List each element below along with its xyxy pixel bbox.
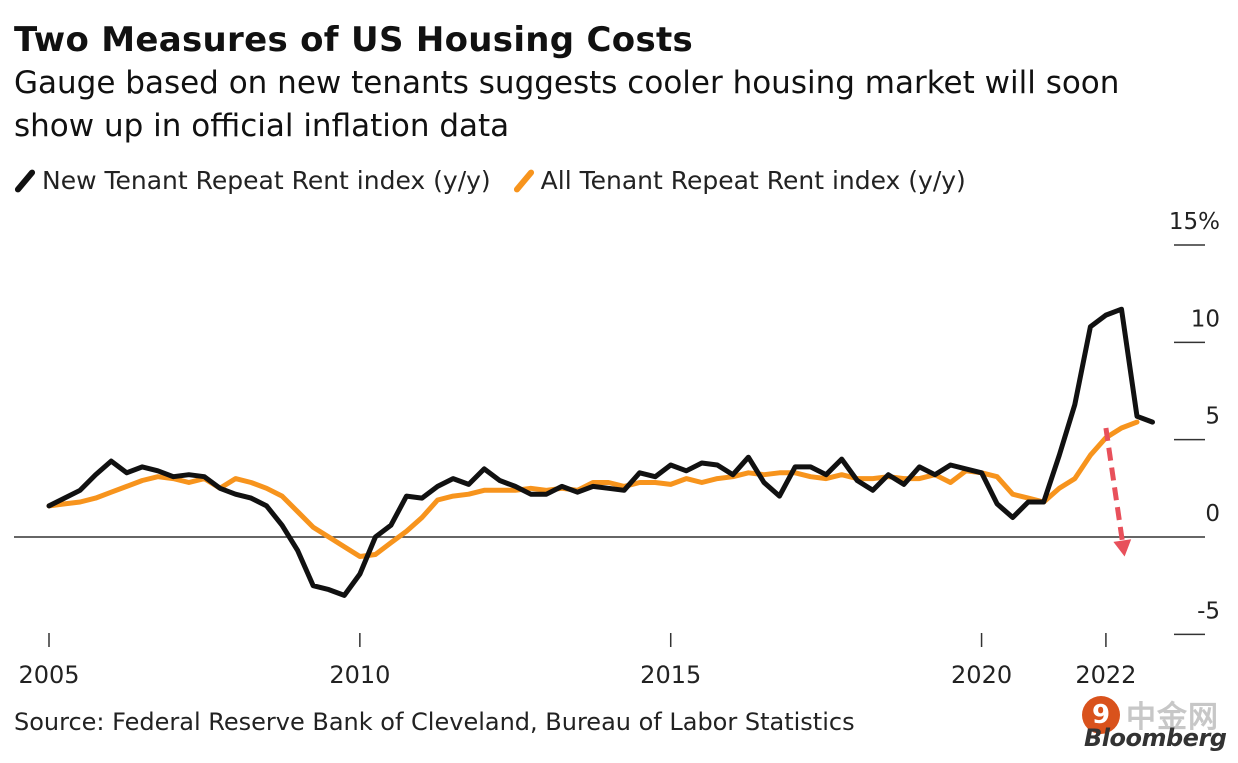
forecast-arrow-line xyxy=(1103,427,1125,541)
logo-cn-text: 中金网 xyxy=(1126,700,1219,735)
legend-item-all-tenant: All Tenant Repeat Rent index (y/y) xyxy=(512,166,966,195)
legend: New Tenant Repeat Rent index (y/y) All T… xyxy=(13,166,988,195)
logo-badge-icon: 9 xyxy=(1082,696,1120,734)
y-tick-label: 10 xyxy=(1191,306,1220,332)
y-tick-label: 15% xyxy=(1169,209,1220,235)
y-tick-label: -5 xyxy=(1197,598,1220,624)
x-tick-label: 2005 xyxy=(18,661,79,689)
series-line-all-tenant xyxy=(46,419,1140,559)
x-tick-label: 2010 xyxy=(329,661,390,689)
legend-label-all-tenant: All Tenant Repeat Rent index (y/y) xyxy=(540,166,966,195)
x-tick-label: 2020 xyxy=(951,661,1012,689)
logo-en-text: Bloomberg xyxy=(1084,724,1227,752)
legend-swatch-all-tenant xyxy=(512,167,535,194)
legend-label-new-tenant: New Tenant Repeat Rent index (y/y) xyxy=(42,166,491,195)
chart-subtitle: Gauge based on new tenants suggests cool… xyxy=(14,65,1120,144)
legend-item-new-tenant: New Tenant Repeat Rent index (y/y) xyxy=(13,166,491,195)
legend-swatch-new-tenant xyxy=(13,167,37,194)
series-line-new-tenant xyxy=(46,306,1155,598)
x-axis: 2005 2010 2015 2020 2022 xyxy=(18,633,1136,689)
y-tick-label: 5 xyxy=(1205,404,1220,430)
y-axis-gridlines: -5 0 5 10 15% xyxy=(14,209,1220,636)
annotation-layer xyxy=(1103,427,1132,557)
y-tick-label: 0 xyxy=(1205,501,1220,527)
x-tick-label: 2015 xyxy=(640,661,701,689)
forecast-arrow-head-icon xyxy=(1113,539,1132,557)
chart-title: Two Measures of US Housing Costs xyxy=(14,20,694,60)
series-layer xyxy=(46,306,1155,598)
source-note: Source: Federal Reserve Bank of Clevelan… xyxy=(14,708,855,736)
x-tick-label: 2022 xyxy=(1075,661,1136,689)
watermark-logo: 9 中金网 Bloomberg xyxy=(1080,690,1230,754)
